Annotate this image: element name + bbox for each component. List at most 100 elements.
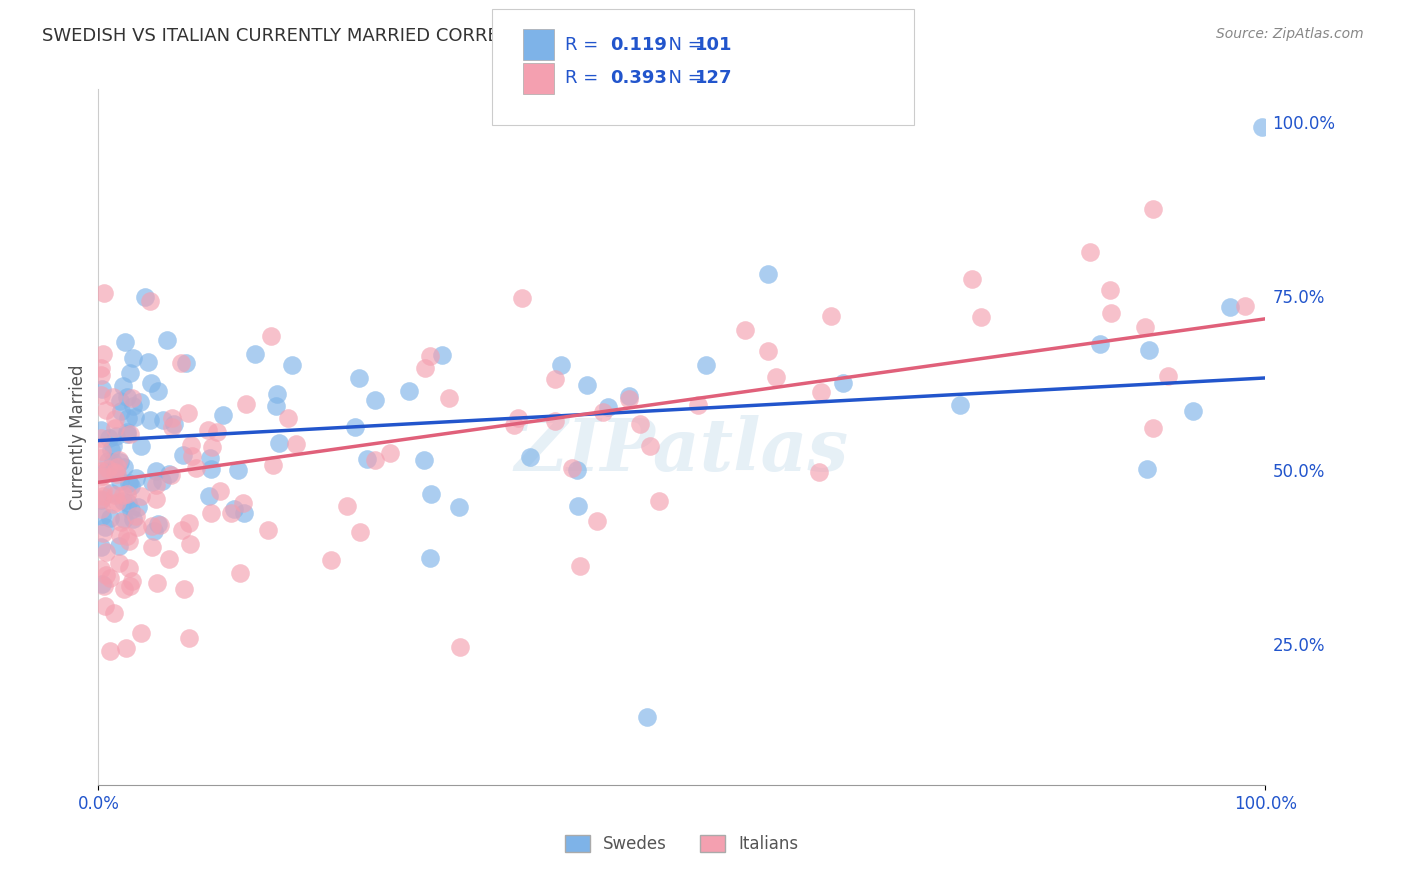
Italians: [139, 293, 162, 308]
Italians: [170, 356, 193, 370]
Text: 50.0%: 50.0%: [1272, 463, 1324, 481]
Italians: [104, 465, 127, 479]
Swedes: [139, 413, 162, 427]
Swedes: [91, 382, 114, 396]
Italians: [103, 607, 125, 621]
Swedes: [575, 378, 598, 392]
Swedes: [430, 348, 453, 362]
Swedes: [756, 268, 779, 282]
Italians: [90, 431, 112, 445]
Swedes: [163, 417, 186, 432]
Swedes: [266, 399, 288, 413]
Italians: [112, 488, 135, 502]
Italians: [569, 559, 592, 574]
Swedes: [108, 474, 131, 488]
Swedes: [143, 524, 166, 538]
Italians: [110, 515, 132, 529]
Italians: [90, 361, 112, 376]
Swedes: [141, 376, 163, 390]
Italians: [319, 552, 342, 566]
Swedes: [122, 512, 145, 526]
Swedes: [150, 474, 173, 488]
Italians: [104, 421, 127, 435]
Italians: [180, 437, 202, 451]
Italians: [437, 391, 460, 405]
Italians: [1133, 320, 1156, 334]
Italians: [277, 410, 299, 425]
Swedes: [108, 394, 131, 409]
Swedes: [1251, 120, 1274, 135]
Swedes: [157, 467, 180, 482]
Italians: [94, 599, 117, 613]
Italians: [628, 417, 651, 431]
Italians: [112, 582, 135, 596]
Italians: [688, 398, 710, 412]
Italians: [810, 385, 832, 400]
Swedes: [519, 450, 541, 465]
Text: 0.119: 0.119: [610, 36, 666, 54]
Swedes: [115, 425, 138, 440]
Italians: [544, 414, 567, 428]
Italians: [181, 449, 204, 463]
Swedes: [146, 384, 169, 399]
Italians: [638, 439, 661, 453]
Swedes: [141, 475, 163, 490]
Swedes: [90, 492, 112, 507]
Italians: [91, 489, 114, 503]
Italians: [105, 467, 128, 482]
Swedes: [127, 500, 149, 515]
Italians: [648, 494, 671, 508]
Italians: [108, 527, 131, 541]
Italians: [179, 631, 201, 645]
Swedes: [107, 539, 129, 553]
Swedes: [129, 439, 152, 453]
Swedes: [101, 440, 124, 454]
Text: 127: 127: [695, 70, 733, 87]
Swedes: [212, 409, 235, 423]
Italians: [820, 309, 842, 323]
Italians: [115, 487, 138, 501]
Swedes: [565, 462, 588, 476]
Text: 100.0%: 100.0%: [1272, 115, 1336, 133]
Text: R =: R =: [565, 36, 610, 54]
Italians: [93, 579, 115, 593]
Italians: [125, 520, 148, 534]
Italians: [510, 291, 533, 305]
Legend: Swedes, Italians: Swedes, Italians: [558, 829, 806, 860]
Swedes: [267, 436, 290, 450]
Italians: [124, 508, 146, 523]
Swedes: [117, 496, 139, 510]
Text: 101: 101: [695, 36, 733, 54]
Italians: [586, 514, 609, 528]
Swedes: [1181, 404, 1204, 418]
Swedes: [97, 454, 120, 468]
Italians: [117, 529, 139, 543]
Italians: [1142, 202, 1164, 217]
Swedes: [124, 471, 146, 485]
Swedes: [1219, 300, 1241, 314]
Swedes: [124, 409, 146, 424]
Text: N =: N =: [657, 36, 709, 54]
Italians: [1157, 368, 1180, 383]
Italians: [97, 461, 120, 475]
Italians: [184, 461, 207, 475]
Text: 25.0%: 25.0%: [1272, 637, 1324, 655]
Italians: [94, 403, 117, 417]
Italians: [506, 410, 529, 425]
Italians: [129, 626, 152, 640]
Swedes: [176, 356, 198, 370]
Swedes: [114, 335, 136, 350]
Italians: [808, 465, 831, 479]
Swedes: [90, 540, 112, 554]
Swedes: [281, 359, 304, 373]
Italians: [118, 579, 141, 593]
Italians: [101, 498, 124, 512]
Italians: [179, 536, 201, 550]
Italians: [94, 544, 117, 558]
Italians: [141, 540, 163, 554]
Swedes: [110, 403, 132, 417]
Swedes: [115, 426, 138, 441]
Italians: [561, 461, 583, 475]
Swedes: [98, 511, 121, 525]
Italians: [90, 492, 112, 507]
